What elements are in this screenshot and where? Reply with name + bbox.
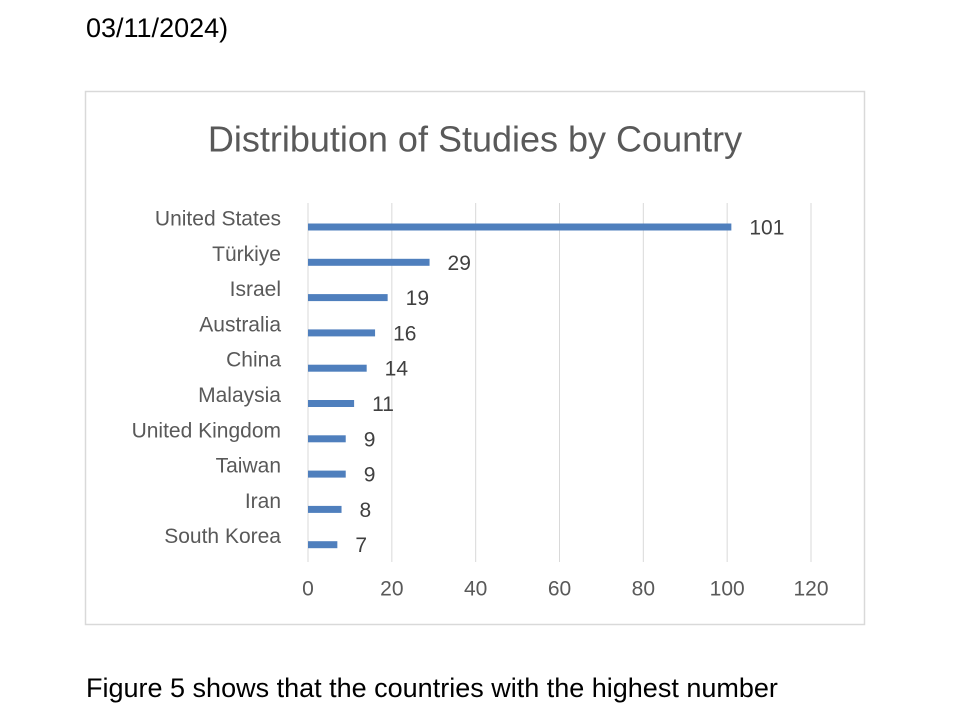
data-label: 14 (385, 358, 409, 381)
y-tick-label: Taiwan (216, 455, 281, 478)
x-tick-label: 0 (302, 578, 314, 601)
bar (308, 329, 376, 337)
x-tick-label: 20 (380, 578, 403, 601)
data-label: 11 (372, 393, 394, 416)
bar (308, 435, 346, 443)
y-tick-label: Iran (245, 490, 281, 513)
data-label: 19 (406, 287, 429, 310)
bar (308, 258, 430, 266)
bar (308, 223, 732, 231)
data-label: 8 (360, 499, 372, 522)
paragraph-text: Figure 5 shows that the countries with t… (86, 673, 778, 703)
y-tick-label: Israel (230, 278, 281, 301)
y-tick-label: Türkiye (212, 243, 281, 266)
bar (308, 294, 388, 302)
data-label: 9 (364, 464, 376, 487)
bar (308, 470, 346, 478)
chart-title: Distribution of Studies by Country (208, 119, 742, 160)
bar (308, 400, 355, 407)
data-label: 101 (749, 217, 784, 240)
bar (308, 505, 342, 513)
x-tick-label: 40 (464, 578, 487, 601)
y-tick-label: United Kingdom (132, 419, 281, 442)
x-tick-label: 60 (548, 578, 571, 601)
y-tick-label: Australia (199, 313, 281, 336)
bar (308, 541, 338, 549)
bar (308, 364, 367, 372)
x-tick-label: 80 (632, 578, 655, 601)
x-tick-label: 100 (710, 578, 745, 601)
y-tick-label: United States (155, 208, 281, 231)
data-label: 9 (364, 428, 376, 451)
data-label: 29 (448, 252, 471, 275)
y-tick-label: South Korea (164, 525, 281, 548)
data-label: 16 (393, 322, 416, 345)
paragraph-text: 03/11/2024) (86, 13, 228, 43)
y-tick-label: China (226, 349, 281, 372)
x-tick-label: 120 (793, 578, 828, 601)
y-tick-label: Malaysia (198, 384, 281, 407)
chart-frame (84, 90, 866, 626)
data-label: 7 (355, 534, 367, 557)
